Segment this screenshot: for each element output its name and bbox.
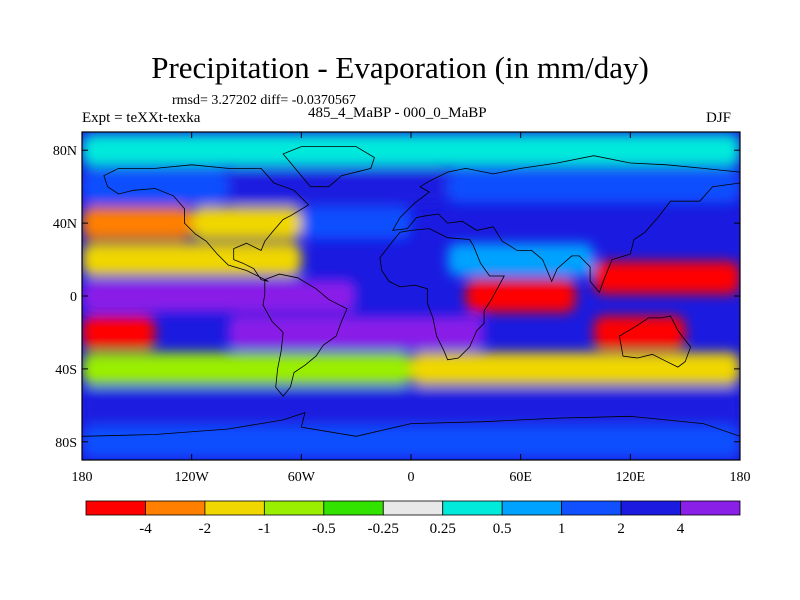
case-label: 485_4_MaBP - 000_0_MaBP [308,105,487,121]
coastline-0 [103,164,310,282]
x-tick-label: 180 [72,470,93,485]
y-tick-label: 40S [55,363,77,378]
coastline-4 [618,315,692,368]
colorbar-swatch [323,500,384,516]
field-band-2 [228,170,448,204]
y-tick-label: 0 [70,290,77,305]
x-tick-label: 180 [730,470,751,485]
colorbar-label: -2 [199,521,212,537]
colorbar-swatch [680,500,741,516]
colorbar-swatch [85,500,146,516]
colorbar-swatch [501,500,563,516]
field-band-8 [447,243,594,276]
field-band-4 [82,206,192,240]
x-tick-label: 0 [408,470,415,485]
coastline-layer [82,146,740,460]
colorbar-swatch [382,500,444,516]
coastline-5 [82,411,740,460]
field-band-18 [82,425,740,459]
colorbar-swatch [204,500,265,516]
coastline-6 [282,146,375,188]
field-band-17 [82,388,740,422]
field-band-7 [82,243,302,276]
y-tick-label: 80S [55,436,77,451]
field-band-1 [82,170,229,204]
colorbar-label: 1 [558,521,566,537]
coastline-3 [379,228,505,361]
colorbar-label: 4 [677,521,685,537]
colorbar-swatch [561,500,622,516]
x-tick-label: 60W [288,470,316,485]
x-tick-label: 120W [175,470,210,485]
map-axes: 180 120W 60W 0 60E 120E 180 80N 40N 0 40S 80S [53,132,751,485]
colorbar-label: 2 [617,521,625,537]
colorbar-label: 0.25 [430,521,456,537]
colorbar-label: -1 [258,521,271,537]
field-band-0 [82,133,740,167]
field-band-6 [301,206,411,240]
colorbar-label: -0.5 [312,521,336,537]
field-band-12 [82,316,156,349]
field-band-14 [593,316,686,349]
colorbar-label: 0.5 [493,521,512,537]
colorbar: -4 -2 -1 -0.5 -0.25 0.25 0.5 1 2 4 [85,500,741,537]
x-tick-label: 60E [509,470,532,485]
chart-title: Precipitation - Evaporation (in mm/day) [151,50,649,85]
coastline-2 [391,155,740,294]
field-band-16 [411,352,740,386]
field-band-13 [228,316,485,349]
experiment-label: Expt = teXXt-texka [82,110,201,126]
field-band-9 [593,261,740,295]
map-field-layer [82,132,740,460]
colorbar-swatch [145,500,206,516]
y-tick-label: 80N [53,144,77,159]
colorbar-swatch [263,500,325,516]
season-label: DJF [706,110,732,126]
field-band-15 [82,352,411,386]
colorbar-swatch [620,500,681,516]
field-band-3 [447,170,740,204]
field-band-11 [465,279,576,313]
rmsd-diff-subtitle: rmsd= 3.27202 diff= -0.0370567 [172,93,356,108]
colorbar-label: -0.25 [368,521,399,537]
colorbar-label: -4 [139,521,152,537]
colorbar-swatch [442,500,503,516]
field-band-5 [191,206,302,240]
x-tick-label: 120E [616,470,646,485]
y-tick-label: 40N [53,217,77,232]
coastline-1 [262,273,348,397]
field-band-10 [82,279,357,313]
